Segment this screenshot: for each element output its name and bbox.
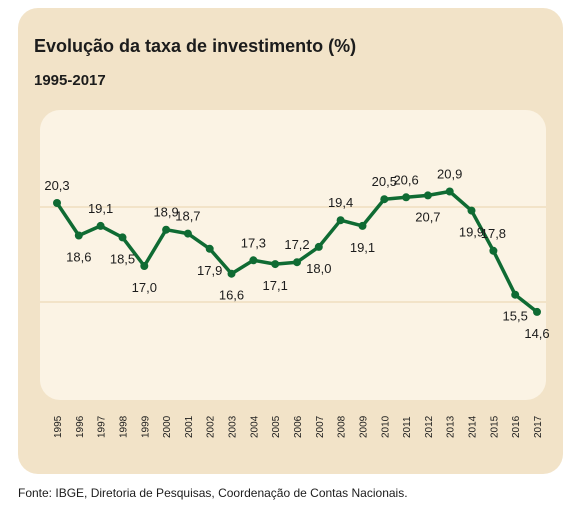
data-label: 19,4 — [328, 195, 353, 210]
data-point — [336, 216, 345, 225]
data-point — [74, 231, 83, 240]
data-label: 19,1 — [350, 240, 375, 255]
x-tick-label: 2001 — [184, 415, 195, 438]
data-point — [183, 229, 192, 238]
data-label: 17,3 — [241, 235, 266, 250]
data-label: 18,6 — [66, 250, 91, 265]
x-tick-labels-layer: 1995 1996 1997 1998 1999 2000 2001 2002 2003 2004… — [53, 415, 544, 438]
data-point — [162, 225, 171, 234]
data-point — [511, 290, 520, 299]
x-tick-label: 2009 — [359, 415, 370, 438]
x-tick-label: 2015 — [489, 415, 500, 438]
data-label: 20,9 — [437, 167, 462, 182]
data-point — [358, 221, 367, 230]
data-labels-layer: 20,3 18,6 19,1 18,5 17,0 18,918,7 17,9 16,6 17,3… — [44, 167, 549, 341]
x-tick-label: 2013 — [446, 415, 457, 438]
chart-subtitle: 1995-2017 — [34, 72, 106, 89]
data-point — [489, 246, 498, 255]
data-point — [445, 187, 454, 196]
data-point — [423, 191, 432, 200]
data-label: 18,9 — [153, 205, 178, 220]
x-tick-label: 2007 — [315, 415, 326, 438]
data-label: 19,1 — [88, 201, 113, 216]
data-point — [140, 262, 149, 270]
plot-area — [40, 110, 546, 400]
x-tick-label: 2004 — [249, 415, 260, 438]
data-point — [314, 242, 323, 251]
data-label: 18,5 — [110, 251, 135, 266]
x-tick-label: 2008 — [337, 415, 348, 438]
data-point — [53, 199, 61, 207]
data-label: 14,6 — [524, 326, 549, 341]
data-point — [96, 221, 105, 230]
x-tick-label: 1998 — [119, 415, 130, 438]
data-point — [271, 260, 280, 269]
data-point — [293, 258, 301, 267]
x-tick-label: 2005 — [271, 415, 282, 438]
data-label: 17,1 — [263, 278, 288, 293]
data-label: 16,6 — [219, 288, 244, 303]
x-tick-label: 2003 — [228, 415, 239, 438]
x-tick-label: 2012 — [424, 415, 435, 438]
data-label: 18,0 — [306, 261, 331, 276]
data-label: 20,6 — [393, 172, 418, 187]
data-point — [380, 195, 389, 204]
data-point — [533, 307, 541, 316]
data-label: 18,7 — [175, 209, 200, 224]
x-tick-label: 2017 — [533, 415, 544, 438]
data-point — [402, 193, 411, 202]
data-point — [205, 244, 214, 253]
x-tick-label: 2010 — [380, 415, 391, 438]
data-point — [227, 269, 236, 278]
data-label: 20,5 — [372, 174, 397, 189]
x-tick-label: 2002 — [206, 415, 217, 438]
data-label: 19,9 — [459, 225, 484, 240]
data-label: 17,0 — [132, 280, 157, 295]
x-tick-label: 2014 — [468, 415, 479, 438]
data-label: 17,9 — [197, 263, 222, 278]
x-tick-label: 2016 — [511, 415, 522, 438]
x-tick-label: 2011 — [402, 416, 413, 438]
x-tick-label: 1995 — [53, 415, 64, 438]
data-label: 17,8 — [481, 226, 506, 241]
data-point — [467, 206, 476, 215]
data-point — [249, 256, 258, 265]
data-points-layer — [53, 187, 541, 316]
data-label: 20,7 — [415, 209, 440, 224]
data-label: 17,2 — [284, 237, 309, 252]
chart-title: Evolução da taxa de investimento (%) — [34, 36, 357, 56]
source-note: Fonte: IBGE, Diretoria de Pesquisas, Coo… — [18, 486, 408, 500]
x-tick-label: 2006 — [293, 415, 304, 438]
data-point — [118, 233, 127, 242]
x-tick-label: 1997 — [97, 415, 108, 438]
x-tick-label: 1999 — [140, 415, 151, 438]
data-label: 20,3 — [44, 178, 69, 193]
x-tick-label: 2000 — [162, 415, 173, 438]
data-label: 15,5 — [503, 309, 528, 324]
x-tick-label: 1996 — [75, 415, 86, 438]
